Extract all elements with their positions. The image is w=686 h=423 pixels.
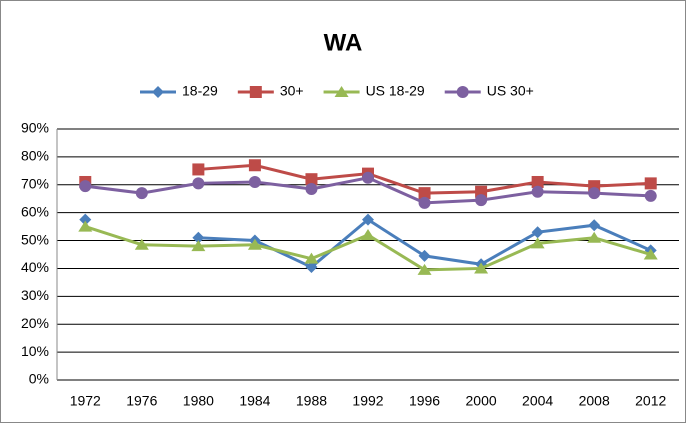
x-tick-label: 1976 — [126, 393, 157, 409]
data-point — [79, 213, 92, 226]
x-tick-label: 1972 — [70, 393, 101, 409]
y-tick-label: 80% — [21, 148, 49, 164]
data-point — [644, 189, 657, 202]
data-point — [475, 194, 488, 207]
data-point — [192, 163, 205, 176]
data-point — [134, 238, 149, 250]
data-point — [192, 231, 205, 244]
y-tick-label: 70% — [21, 175, 49, 191]
data-point — [587, 231, 602, 243]
data-point — [304, 252, 319, 264]
y-tick-label: 10% — [21, 343, 49, 359]
data-point — [643, 248, 658, 260]
data-point — [644, 177, 657, 190]
data-point — [305, 261, 318, 274]
legend-marker — [456, 86, 469, 98]
x-tick-label: 2004 — [522, 393, 553, 409]
y-tick-label: 20% — [21, 315, 49, 331]
data-point — [474, 262, 489, 274]
data-point — [531, 185, 544, 198]
data-point — [191, 240, 206, 252]
data-point — [531, 226, 544, 239]
legend-marker — [334, 86, 349, 97]
data-point — [305, 173, 318, 186]
legend-label: 18-29 — [182, 83, 218, 99]
y-tick-label: 90% — [21, 120, 49, 136]
data-point — [248, 175, 261, 188]
data-point — [362, 213, 374, 226]
data-point — [418, 249, 431, 262]
legend-label: US 18-29 — [366, 83, 425, 99]
data-point — [192, 177, 205, 190]
data-point — [305, 182, 318, 195]
x-tick-label: 1996 — [409, 393, 440, 409]
data-point — [248, 159, 261, 172]
legend-label: US 30+ — [487, 83, 534, 99]
data-point — [362, 171, 374, 184]
x-tick-label: 2008 — [579, 393, 610, 409]
x-tick-label: 1992 — [352, 393, 383, 409]
data-point — [588, 219, 601, 232]
data-point — [588, 187, 601, 200]
data-point — [79, 180, 92, 193]
y-tick-label: 0% — [29, 371, 49, 387]
x-tick-label: 1988 — [296, 393, 327, 409]
x-tick-label: 1984 — [239, 393, 270, 409]
data-point — [418, 196, 431, 209]
y-tick-label: 50% — [21, 231, 49, 247]
y-tick-label: 60% — [21, 203, 49, 219]
data-point — [475, 185, 488, 198]
data-point — [78, 220, 93, 232]
x-tick-label: 2012 — [635, 393, 666, 409]
legend-marker — [152, 86, 164, 98]
data-point — [247, 238, 262, 250]
data-point — [417, 263, 432, 275]
y-tick-label: 40% — [21, 259, 49, 275]
data-point — [531, 175, 544, 188]
data-point — [418, 187, 431, 200]
x-tick-label: 1980 — [183, 393, 214, 409]
chart-title: WA — [324, 29, 363, 56]
legend-marker — [249, 86, 262, 98]
data-point — [361, 228, 375, 240]
x-tick-label: 2000 — [466, 393, 497, 409]
legend-label: 30+ — [280, 83, 304, 99]
data-point — [530, 237, 545, 249]
y-tick-label: 30% — [21, 287, 49, 303]
data-point — [135, 187, 148, 200]
